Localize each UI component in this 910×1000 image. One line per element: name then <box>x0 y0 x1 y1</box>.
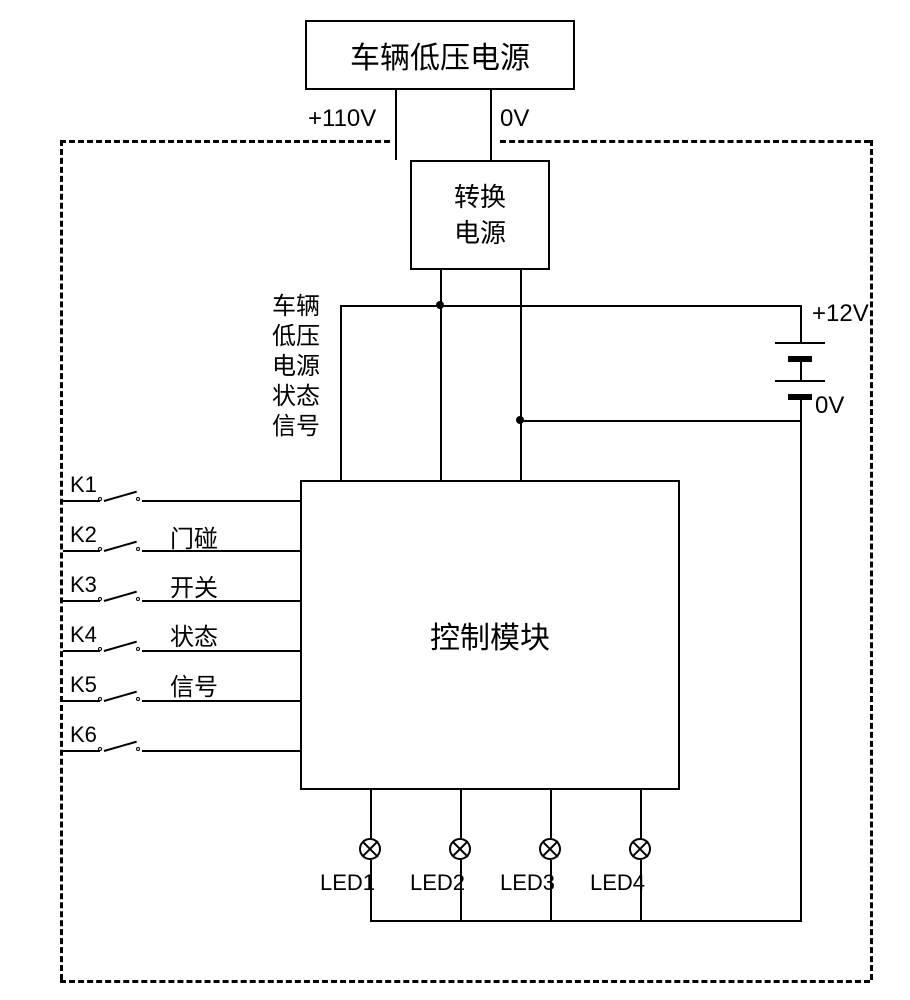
sw-k1-lever <box>104 491 137 502</box>
sw-k2-hinge <box>98 547 102 551</box>
label-0v-top: 0V <box>500 105 529 133</box>
label-plus110: +110V <box>308 105 376 133</box>
sw-k5-far <box>136 697 140 701</box>
sw-k4-lever <box>104 641 137 652</box>
sw-k1-far <box>136 497 140 501</box>
led2-label: LED2 <box>410 870 465 896</box>
lv-power-supply-label: 车辆低压电源 <box>350 33 530 77</box>
wire-sig-down <box>340 305 342 480</box>
swlbl-1: 门碰 <box>170 515 218 564</box>
sw-k6-stub <box>63 750 100 752</box>
swlbl-2: 开关 <box>170 564 218 613</box>
led4-label: LED4 <box>590 870 645 896</box>
wire-led4-top <box>640 790 642 840</box>
boundary-right <box>870 140 873 980</box>
control-module-box: 控制模块 <box>300 480 680 790</box>
boundary-top <box>60 140 390 143</box>
sw-k3-wire <box>142 600 300 602</box>
boundary-bottom <box>60 980 870 983</box>
sig-l1: 车辆 <box>272 292 320 322</box>
wire-batt-gap <box>800 362 802 380</box>
sw-k5-hinge <box>98 697 102 701</box>
sw-k2-lever <box>104 541 137 552</box>
sw-k4-wire <box>142 650 300 652</box>
wire-0v-top <box>490 90 492 160</box>
sig-l5: 信号 <box>272 412 320 442</box>
sw-k2-stub <box>63 550 100 552</box>
wire-plus-to-batt <box>800 305 802 342</box>
wire-conv-zero <box>520 270 522 420</box>
wire-conv-zero-down <box>520 420 522 480</box>
lv-power-supply-box: 车辆低压电源 <box>305 20 575 90</box>
swlbl-4: 信号 <box>170 663 218 712</box>
sw-k5-wire <box>142 700 300 702</box>
sw-k3-lever <box>104 591 137 602</box>
battery-minus-short2 <box>788 394 812 400</box>
switch-label-stack: 门碰 开关 状态 信号 <box>170 515 218 712</box>
sw-k4-stub <box>63 650 100 652</box>
sw-k3-hinge <box>98 597 102 601</box>
converter-box: 转换 电源 <box>410 160 550 270</box>
wire-batt-down <box>800 420 802 920</box>
wire-zero-right <box>520 420 800 422</box>
wire-conv-plus <box>440 270 442 305</box>
label-plus12: +12V <box>812 300 869 328</box>
sw-k1-stub <box>63 500 100 502</box>
sw-k1-label: K1 <box>70 472 97 498</box>
sig-l2: 低压 <box>272 322 320 352</box>
sw-k4-label: K4 <box>70 622 97 648</box>
converter-l1: 转换 <box>454 179 506 215</box>
battery-plus-plate <box>775 342 825 344</box>
sig-l4: 状态 <box>272 382 320 412</box>
sw-k3-stub <box>63 600 100 602</box>
control-module-label: 控制模块 <box>430 613 550 657</box>
sig-l3: 电源 <box>272 352 320 382</box>
led3-icon <box>539 838 561 860</box>
sw-k5-lever <box>104 691 137 702</box>
sw-k6-far <box>136 747 140 751</box>
sw-k6-hinge <box>98 747 102 751</box>
sw-k5-stub <box>63 700 100 702</box>
wire-led3-top <box>550 790 552 840</box>
sw-k2-wire <box>142 550 300 552</box>
sw-k3-label: K3 <box>70 572 97 598</box>
led2-icon <box>449 838 471 860</box>
sw-k4-hinge <box>98 647 102 651</box>
sw-k2-far <box>136 547 140 551</box>
boundary-left <box>60 140 63 980</box>
wire-conv-plus-down <box>440 305 442 480</box>
label-0v-batt: 0V <box>815 392 844 420</box>
sw-k4-far <box>136 647 140 651</box>
wire-zero-to-batt <box>800 398 802 420</box>
led1-icon <box>359 838 381 860</box>
wire-led1-top <box>370 790 372 840</box>
signal-label-stack: 车辆 低压 电源 状态 信号 <box>272 292 320 442</box>
wire-plus-right <box>440 305 800 307</box>
sw-k5-label: K5 <box>70 672 97 698</box>
sw-k6-label: K6 <box>70 722 97 748</box>
sw-k1-wire <box>142 500 300 502</box>
sw-k6-wire <box>142 750 300 752</box>
boundary-top <box>500 140 870 143</box>
sw-k6-lever <box>104 741 137 752</box>
sw-k1-hinge <box>98 497 102 501</box>
swlbl-3: 状态 <box>170 613 218 662</box>
wire-led-bus <box>370 920 802 922</box>
led1-label: LED1 <box>320 870 375 896</box>
led3-label: LED3 <box>500 870 555 896</box>
sw-k3-far <box>136 597 140 601</box>
led4-icon <box>629 838 651 860</box>
wire-plus-left <box>340 305 440 307</box>
sw-k2-label: K2 <box>70 522 97 548</box>
wire-110v <box>395 90 397 160</box>
converter-l2: 电源 <box>454 215 506 251</box>
battery-minus-plate2 <box>775 380 825 382</box>
wire-led2-top <box>460 790 462 840</box>
